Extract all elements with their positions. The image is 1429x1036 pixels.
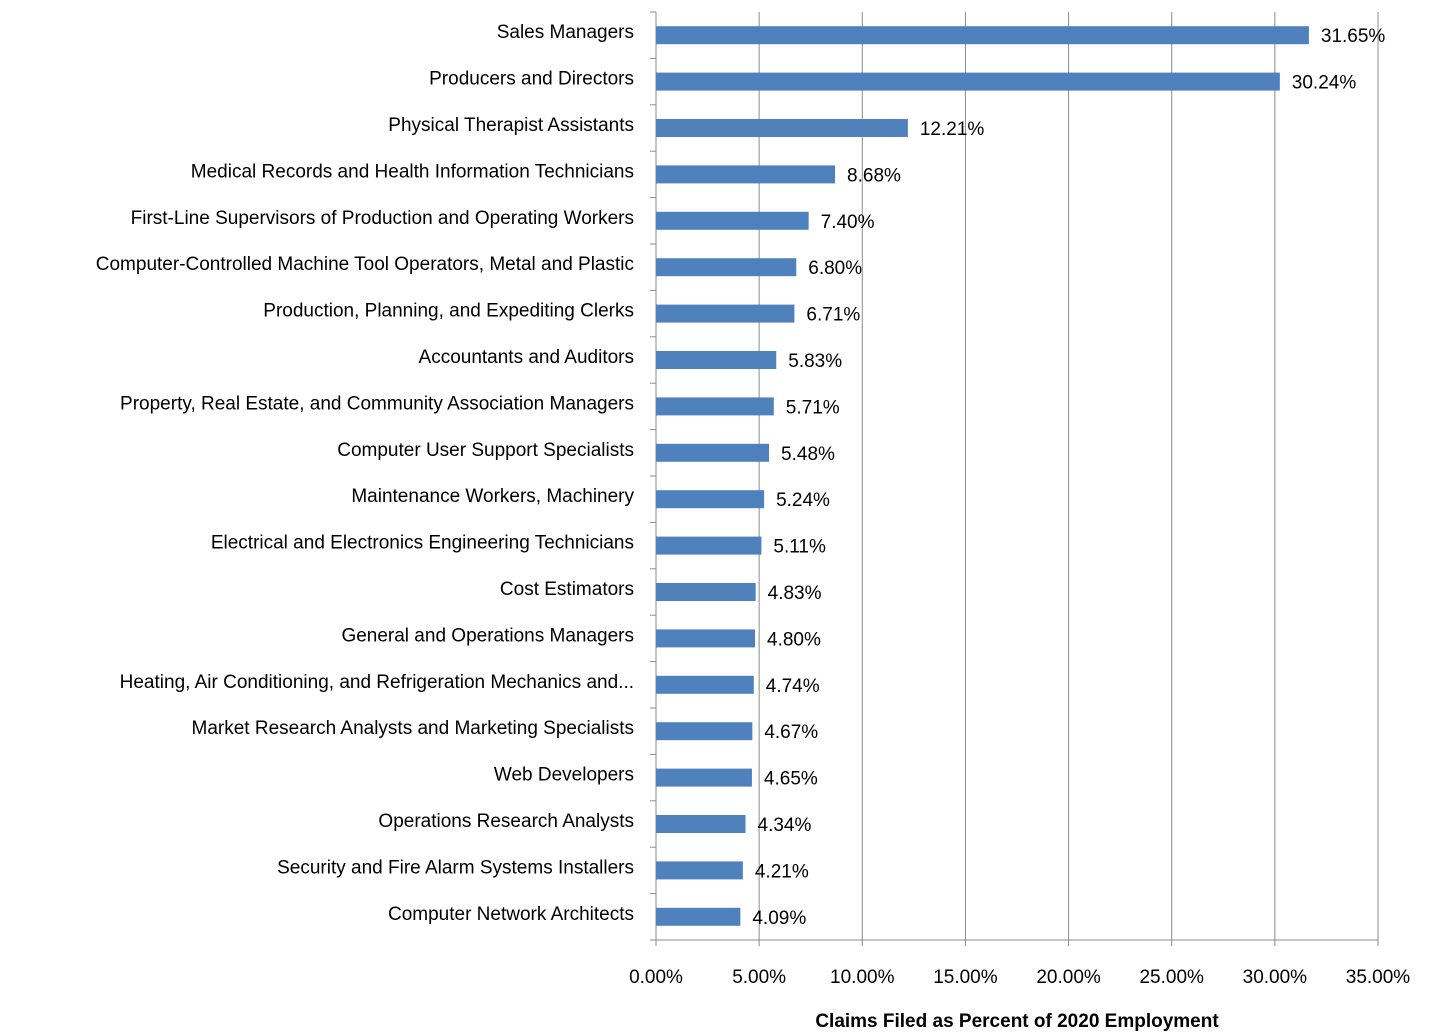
x-tick-label: 5.00% <box>732 967 786 988</box>
y-tick-label: Electrical and Electronics Engineering T… <box>211 533 634 554</box>
y-tick-label: Security and Fire Alarm Systems Installe… <box>277 857 634 878</box>
bar <box>656 304 795 323</box>
y-tick-label: Maintenance Workers, Machinery <box>351 486 634 507</box>
data-label: 4.21% <box>755 861 809 882</box>
bar <box>656 351 777 369</box>
y-tick-label: Operations Research Analysts <box>378 811 634 832</box>
y-tick-label: Physical Therapist Assistants <box>388 115 634 136</box>
bar <box>656 397 774 416</box>
y-tick-label: Accountants and Auditors <box>419 347 634 368</box>
data-label: 5.71% <box>786 397 840 418</box>
data-label: 6.71% <box>806 305 860 326</box>
x-tick-label: 30.00% <box>1243 967 1308 988</box>
data-label: 4.67% <box>764 722 818 743</box>
bar <box>656 815 746 833</box>
bar <box>656 258 797 277</box>
data-label: 31.65% <box>1321 26 1386 47</box>
x-tick-label: 15.00% <box>933 967 998 988</box>
bar <box>656 907 741 926</box>
data-label: 8.68% <box>847 165 901 186</box>
y-tick-label: Computer Network Architects <box>388 904 634 925</box>
bar <box>656 861 743 880</box>
data-label: 5.83% <box>788 351 842 372</box>
x-tick-label: 25.00% <box>1139 967 1204 988</box>
bar <box>656 583 756 601</box>
data-label: 6.80% <box>808 258 862 279</box>
bar <box>656 722 753 741</box>
x-tick-label: 20.00% <box>1036 967 1101 988</box>
y-tick-label: General and Operations Managers <box>341 625 634 646</box>
y-tick-label: Sales Managers <box>497 22 634 43</box>
bar <box>656 675 754 694</box>
data-label: 5.24% <box>776 490 830 511</box>
y-tick-label: Web Developers <box>494 765 634 786</box>
bar <box>656 768 752 787</box>
x-axis-title: Claims Filed as Percent of 2020 Employme… <box>815 1011 1219 1032</box>
y-tick-label: Production, Planning, and Expediting Cle… <box>263 301 634 322</box>
y-tick-label: Computer User Support Specialists <box>337 440 634 461</box>
data-label: 4.34% <box>758 815 812 836</box>
y-tick-label: Computer-Controlled Machine Tool Operato… <box>96 254 634 275</box>
bar <box>656 119 908 137</box>
y-tick-label: Producers and Directors <box>429 69 634 90</box>
data-label: 4.09% <box>752 908 806 929</box>
bar <box>656 72 1280 91</box>
y-tick-label: Cost Estimators <box>500 579 634 600</box>
data-label: 7.40% <box>821 212 875 233</box>
data-label: 5.48% <box>781 444 835 465</box>
data-label: 4.83% <box>768 583 822 604</box>
y-tick-label: First-Line Supervisors of Production and… <box>131 208 634 229</box>
y-tick-label: Market Research Analysts and Marketing S… <box>192 718 634 739</box>
data-label: 4.74% <box>766 676 820 697</box>
data-label: 30.24% <box>1292 73 1357 94</box>
bar <box>656 211 809 230</box>
x-tick-label: 10.00% <box>830 967 895 988</box>
data-label: 5.11% <box>773 537 826 558</box>
bar <box>656 536 762 555</box>
y-tick-label: Heating, Air Conditioning, and Refrigera… <box>120 672 634 693</box>
y-tick-label: Medical Records and Health Information T… <box>191 161 634 182</box>
bar <box>656 443 770 462</box>
data-label: 4.80% <box>767 629 821 650</box>
bar <box>656 629 756 648</box>
y-tick-label: Property, Real Estate, and Community Ass… <box>120 393 634 414</box>
x-tick-label: 35.00% <box>1346 967 1411 988</box>
data-label: 12.21% <box>920 119 985 140</box>
bar <box>656 165 836 184</box>
data-label: 4.65% <box>764 769 818 790</box>
bar <box>656 26 1309 45</box>
bar <box>656 490 765 509</box>
x-tick-label: 0.00% <box>629 967 683 988</box>
